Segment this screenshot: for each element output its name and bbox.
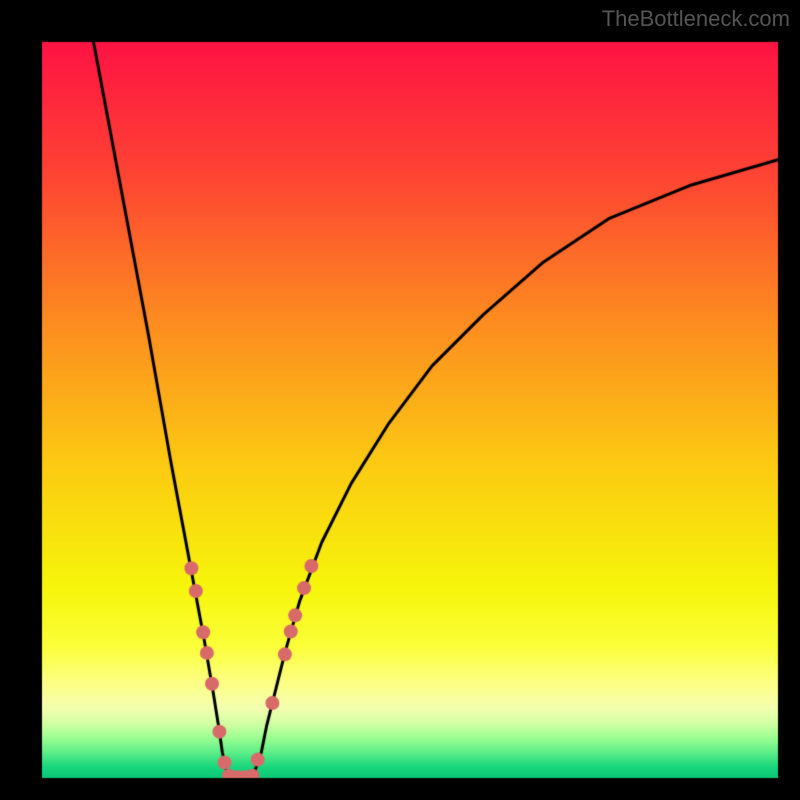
watermark-text: TheBottleneck.com bbox=[602, 6, 790, 32]
bottleneck-curve-chart bbox=[0, 0, 800, 800]
chart-container: TheBottleneck.com bbox=[0, 0, 800, 800]
